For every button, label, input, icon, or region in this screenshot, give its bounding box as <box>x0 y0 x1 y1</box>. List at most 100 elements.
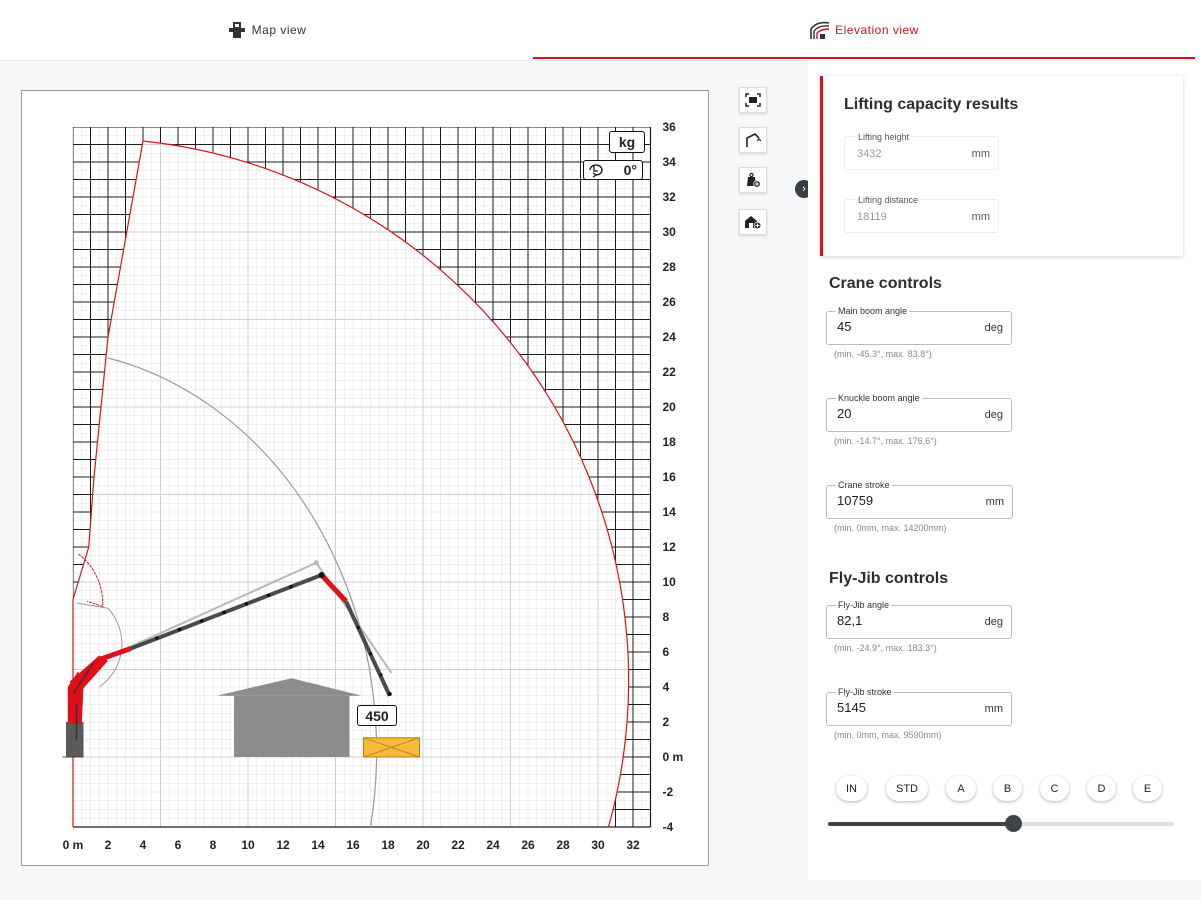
crane-stroke-label: Crane stroke <box>836 480 892 490</box>
load-weight-badge[interactable]: 450 <box>357 705 397 726</box>
inner-envelope <box>77 553 104 608</box>
reach-envelope <box>72 140 630 828</box>
x-tick-label: 4 <box>140 838 147 852</box>
crane-stroke-input[interactable] <box>837 493 957 508</box>
unit-badge[interactable]: kg <box>609 131 645 153</box>
add-load-button[interactable] <box>739 167 767 193</box>
x-tick-label: 24 <box>486 838 500 852</box>
flyjib-section-joint <box>356 625 360 630</box>
flyjib-section-joint <box>368 652 373 656</box>
y-tick-label: 26 <box>663 295 677 309</box>
flyjib-stroke-hint: (min. 0mm, max. 9590mm) <box>834 730 942 740</box>
y-tick-label: 34 <box>663 155 677 169</box>
boom-section-joint <box>155 636 159 640</box>
preset-b-button[interactable]: B <box>993 776 1022 801</box>
knuckle-boom-angle-input[interactable] <box>837 406 957 421</box>
x-tick-label: 8 <box>210 838 217 852</box>
flyjib <box>344 600 392 697</box>
slew-angle-value: 0° <box>623 162 637 178</box>
flyjib-angle-label: Fly-Jib angle <box>836 600 892 610</box>
x-tick-label: 32 <box>626 838 640 852</box>
lifting-distance-field: Lifting distance 18119 mm <box>844 195 999 233</box>
crane-stroke-field[interactable]: Crane stroke mm <box>826 480 1013 519</box>
preset-slider-thumb[interactable] <box>1005 815 1023 832</box>
x-tick-label: 14 <box>311 838 325 852</box>
flyjib-stroke-unit: mm <box>984 703 1003 715</box>
lifting-distance-value: 18119 <box>857 211 887 223</box>
preset-in-button[interactable]: IN <box>836 776 867 801</box>
flyjib-angle-unit: deg <box>984 616 1003 628</box>
flyjib-stroke-label: Fly-Jib stroke <box>836 687 894 697</box>
boom-section-joint <box>266 593 271 598</box>
y-tick-label: 32 <box>663 190 677 204</box>
load-weight-label: 450 <box>365 707 389 724</box>
fit-view-icon <box>745 93 761 107</box>
flyjib-stroke-input[interactable] <box>837 700 957 715</box>
preset-d-button[interactable]: D <box>1087 776 1116 801</box>
main-boom-angle-input[interactable] <box>837 319 957 334</box>
crane-base <box>66 722 84 757</box>
building-roof <box>216 678 362 696</box>
add-building-button[interactable] <box>739 209 767 235</box>
y-tick-label: 10 <box>663 575 677 589</box>
boom-section-joint <box>177 627 182 632</box>
elevation-view-icon <box>810 21 830 39</box>
y-tick-label: 8 <box>663 610 670 624</box>
top-tab-bar: Map view Elevation view <box>0 0 1201 61</box>
x-tick-label: 6 <box>175 838 182 852</box>
knuckle-boom-angle-field[interactable]: Knuckle boom angle deg <box>826 393 1012 432</box>
flyjib-section-joint <box>379 673 383 677</box>
boom-section-joint <box>244 602 249 606</box>
boom-section-joint <box>222 610 226 615</box>
lifting-height-unit: mm <box>971 148 990 160</box>
boom-section-joint <box>199 619 204 623</box>
slew-angle-badge[interactable]: 0° <box>583 160 643 180</box>
x-tick-label: 2 <box>105 838 112 852</box>
elevation-chart[interactable]: 0 m 2 4 6 8 10 12 14 16 18 20 22 24 26 28 30 32363432302… <box>22 91 708 865</box>
main-boom-angle-label: Main boom angle <box>836 306 910 316</box>
main-boom-angle-field[interactable]: Main boom angle deg <box>826 306 1012 345</box>
x-tick-label: 18 <box>381 838 395 852</box>
slew-rotate-icon <box>589 164 603 178</box>
fit-view-button[interactable] <box>739 87 767 113</box>
x-tick-label: 26 <box>521 838 535 852</box>
y-tick-label: 22 <box>663 365 677 379</box>
tab-elevation-view[interactable]: Elevation view <box>533 0 1195 60</box>
x-tick-label: 12 <box>276 838 290 852</box>
crane-main-boom <box>69 655 108 694</box>
y-tick-label: 18 <box>663 435 677 449</box>
y-tick-label: 36 <box>663 120 677 134</box>
main-boom-angle-unit: deg <box>984 322 1003 334</box>
knuckle-boom-base <box>100 646 132 662</box>
load-box-cross <box>363 737 420 758</box>
preset-e-button[interactable]: E <box>1133 776 1162 801</box>
flyjib-angle-input[interactable] <box>837 613 957 628</box>
y-tick-label: -2 <box>663 785 674 799</box>
boom-knuckle-joint <box>318 572 325 578</box>
knuckle-boom-angle-unit: deg <box>984 409 1003 421</box>
flyjib-stroke-field[interactable]: Fly-Jib stroke mm <box>826 687 1012 726</box>
flyjib-angle-field[interactable]: Fly-Jib angle deg <box>826 600 1012 639</box>
lifting-height-label: Lifting height <box>856 132 912 142</box>
preset-slider[interactable] <box>828 815 1174 832</box>
y-tick-label: -4 <box>663 820 674 834</box>
y-tick-label: 12 <box>663 540 677 554</box>
y-tick-label: 20 <box>663 400 677 414</box>
preset-std-button[interactable]: STD <box>886 776 928 801</box>
x-tick-label: 30 <box>591 838 605 852</box>
preset-a-button[interactable]: A <box>946 776 976 801</box>
preset-c-button[interactable]: C <box>1040 776 1069 801</box>
crane-outline-button[interactable] <box>739 127 767 153</box>
x-tick-label: 16 <box>346 838 360 852</box>
elevation-diagram[interactable]: 0 m 2 4 6 8 10 12 14 16 18 20 22 24 26 28 30 32 36 34 32 30 2… <box>21 90 709 866</box>
y-tick-label: 24 <box>663 330 677 344</box>
y-tick-label: 4 <box>663 680 670 694</box>
knuckle-boom-angle-hint: (min. -14.7°, max. 176.6°) <box>834 436 937 446</box>
flyjib-tip <box>387 692 392 696</box>
building <box>234 695 350 757</box>
y-tick-label: 16 <box>663 470 677 484</box>
flyjib-angle-hint: (min. -24.9°, max. 183.3°) <box>834 643 937 653</box>
active-tab-indicator <box>533 57 1195 59</box>
flyjib-base <box>319 573 348 603</box>
tab-map-view[interactable]: Map view <box>0 0 532 60</box>
